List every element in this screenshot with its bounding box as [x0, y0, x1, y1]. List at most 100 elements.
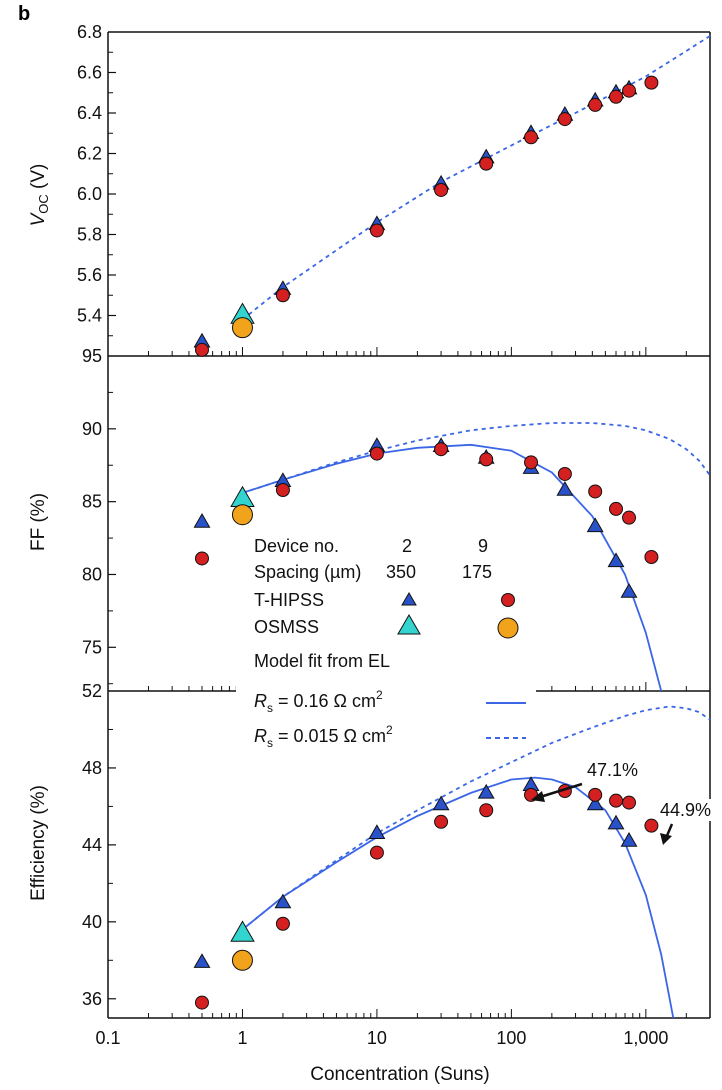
data-point-osmss-circle — [231, 949, 253, 971]
data-point-t-hipss-circle — [275, 483, 290, 497]
y-tick-label: 6.8 — [77, 22, 102, 42]
data-point-t-hipss-circle — [369, 845, 384, 860]
y-tick-label: 75 — [82, 637, 102, 657]
annotation-bg-2 — [660, 799, 712, 821]
legend-osmss-circle — [497, 617, 519, 639]
voc-axis-label: VOC (V) — [28, 164, 51, 227]
x-tick-label: 10 — [367, 1028, 387, 1048]
data-point-t-hipss-circle — [588, 97, 603, 112]
legend-device-a: 2 — [402, 536, 412, 556]
legend: Device no. 2 9 Spacing (µm) 350 175 T-HI… — [236, 536, 536, 750]
x-axis-label: Concentration (Suns) — [310, 1064, 490, 1085]
fit-curve-dashed — [241, 705, 711, 931]
legend-device-b: 9 — [478, 536, 488, 556]
legend-t-hipss-circle — [501, 593, 515, 607]
legend-background — [236, 680, 536, 746]
data-point-t-hipss-circle — [434, 182, 449, 197]
data-point-t-hipss-circle — [194, 551, 209, 566]
legend-t-hipss: T-HIPSS — [254, 590, 324, 610]
legend-spacing-a: 350 — [386, 562, 416, 582]
legend-osmss-triangle — [397, 614, 421, 635]
y-tick-label: 40 — [82, 912, 102, 932]
x-tick-label: 1,000 — [623, 1028, 668, 1048]
ff-axis-label: FF (%) — [28, 493, 49, 551]
y-tick-label: 6.0 — [77, 184, 102, 204]
data-point-t-hipss-circle — [622, 510, 637, 525]
data-point-t-hipss-circle — [609, 501, 624, 516]
annotation-arrow-1 — [539, 782, 583, 799]
legend-osmss: OSMSS — [254, 617, 319, 637]
data-point-t-hipss-triangle — [620, 831, 638, 847]
x-tick-label: 100 — [496, 1028, 526, 1048]
y-tick-label: 48 — [82, 758, 102, 778]
fit-curve-solid — [241, 776, 675, 1019]
data-point-t-hipss-circle — [644, 818, 659, 833]
y-tick-label: 80 — [82, 564, 102, 584]
efficiency-axis-label: Efficiency (%) — [28, 785, 49, 901]
legend-t-hipss-triangle — [401, 592, 417, 606]
y-tick-label: 6.6 — [77, 63, 102, 83]
data-point-t-hipss-circle — [194, 995, 209, 1010]
y-tick-label: 95 — [82, 346, 102, 366]
data-points — [193, 75, 659, 1010]
y-tick-label: 5.6 — [77, 265, 102, 285]
data-point-t-hipss-circle — [479, 452, 494, 467]
annotation-peak-osmss: 44.9% — [660, 800, 711, 820]
y-tick-label: 44 — [82, 835, 102, 855]
data-point-t-hipss-triangle — [274, 893, 292, 909]
x-tick-label: 0.1 — [95, 1028, 120, 1048]
data-point-t-hipss-circle — [434, 442, 449, 457]
data-point-t-hipss-triangle — [607, 814, 625, 830]
annotation-arrowhead-1 — [531, 791, 545, 802]
data-point-t-hipss-circle — [434, 814, 449, 829]
data-point-t-hipss-triangle — [607, 552, 625, 568]
y-tick-label: 90 — [82, 419, 102, 439]
data-point-t-hipss-triangle — [620, 582, 638, 598]
data-point-t-hipss-circle — [557, 466, 572, 481]
data-point-t-hipss-circle — [557, 112, 572, 127]
data-point-t-hipss-circle — [479, 156, 494, 171]
data-point-t-hipss-circle — [622, 83, 637, 98]
data-point-t-hipss-circle — [609, 793, 624, 808]
axes-layer: 6.8 6.6 6.4 6.2 6.0 5.8 5.6 5.4 95 90 85 80 75 52 48 44… — [77, 22, 711, 1048]
data-point-t-hipss-circle — [644, 75, 659, 90]
y-tick-label: 6.4 — [77, 103, 102, 123]
annotation-arrowhead-2 — [660, 833, 672, 845]
legend-model-fit: Model fit from EL — [254, 651, 390, 671]
data-point-t-hipss-triangle — [432, 795, 450, 811]
data-point-t-hipss-circle — [275, 916, 290, 931]
data-point-t-hipss-triangle — [193, 953, 211, 968]
data-point-t-hipss-circle — [524, 455, 539, 470]
data-point-t-hipss-circle — [588, 787, 603, 802]
legend-device-label: Device no. — [254, 536, 339, 556]
fit-curve-dashed — [242, 422, 711, 494]
fit-curves — [241, 35, 711, 1019]
data-point-t-hipss-circle — [588, 484, 603, 499]
data-point-t-hipss-circle — [622, 795, 637, 810]
data-point-t-hipss-circle — [369, 446, 384, 461]
legend-spacing-label: Spacing (µm) — [254, 562, 361, 582]
fit-curve-dashed — [241, 35, 711, 321]
data-point-t-hipss-circle — [275, 288, 290, 303]
data-point-osmss-circle — [231, 317, 253, 339]
y-tick-label: 5.8 — [77, 225, 102, 245]
legend-rs-dashed: Rs = 0.015 Ω cm2 — [254, 723, 393, 750]
y-tick-label: 85 — [82, 492, 102, 512]
data-point-t-hipss-triangle — [368, 824, 386, 839]
data-point-t-hipss-circle — [479, 803, 494, 818]
annotations: 47.1% 44.9% — [531, 760, 712, 845]
data-point-t-hipss-circle — [524, 130, 539, 145]
data-point-t-hipss-circle — [369, 223, 384, 238]
legend-spacing-b: 175 — [462, 562, 492, 582]
data-point-t-hipss-circle — [609, 89, 624, 104]
data-point-t-hipss-triangle — [586, 795, 604, 811]
x-tick-label: 1 — [237, 1028, 247, 1048]
y-tick-label: 36 — [82, 989, 102, 1009]
data-point-osmss-circle — [231, 504, 253, 526]
data-point-t-hipss-circle — [644, 550, 659, 564]
y-tick-label: 6.2 — [77, 144, 102, 164]
annotation-peak-t-hipss: 47.1% — [587, 760, 638, 780]
data-point-t-hipss-triangle — [193, 512, 211, 528]
data-point-t-hipss-triangle — [556, 480, 574, 496]
